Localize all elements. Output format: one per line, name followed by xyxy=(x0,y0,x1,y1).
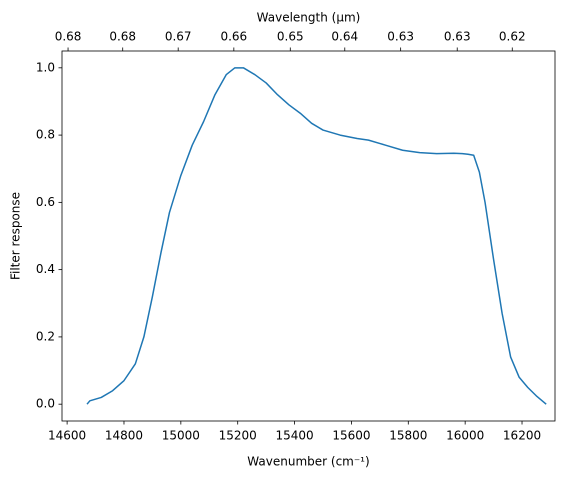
x2-tick-label: 0.68 xyxy=(55,30,82,44)
x2-tick-label: 0.62 xyxy=(499,30,526,44)
plot-frame xyxy=(61,50,556,422)
x2-tick-label: 0.68 xyxy=(109,30,136,44)
y-tick-label: 0.8 xyxy=(36,128,55,142)
x2-tick-label: 0.63 xyxy=(387,30,414,44)
x-axis-label: Wavenumber (cm⁻¹) xyxy=(247,455,369,469)
x-tick-label: 16200 xyxy=(503,429,541,443)
x-tick-label: 15800 xyxy=(389,429,427,443)
x-tick-label: 15000 xyxy=(162,429,200,443)
x2-tick-label: 0.66 xyxy=(220,30,247,44)
x-tick-label: 15200 xyxy=(219,429,257,443)
x2-axis-label: Wavelength (μm) xyxy=(257,11,361,25)
x2-tick-label: 0.63 xyxy=(444,30,471,44)
x-tick-label: 14600 xyxy=(48,429,86,443)
data-line xyxy=(86,67,547,405)
y-tick-label: 0.0 xyxy=(36,397,55,411)
x-tick-label: 15600 xyxy=(332,429,370,443)
x-tick-label: 15400 xyxy=(275,429,313,443)
x2-tick-label: 0.64 xyxy=(331,30,358,44)
y-tick-label: 1.0 xyxy=(36,60,55,74)
y-tick-label: 0.6 xyxy=(36,195,55,209)
y-tick-label: 0.2 xyxy=(36,329,55,343)
y-axis-label: Filter response xyxy=(9,192,23,280)
y-tick-label: 0.4 xyxy=(36,262,55,276)
x2-tick-label: 0.65 xyxy=(277,30,304,44)
x-tick-label: 16000 xyxy=(446,429,484,443)
x-tick-label: 14800 xyxy=(105,429,143,443)
x2-tick-label: 0.67 xyxy=(165,30,192,44)
